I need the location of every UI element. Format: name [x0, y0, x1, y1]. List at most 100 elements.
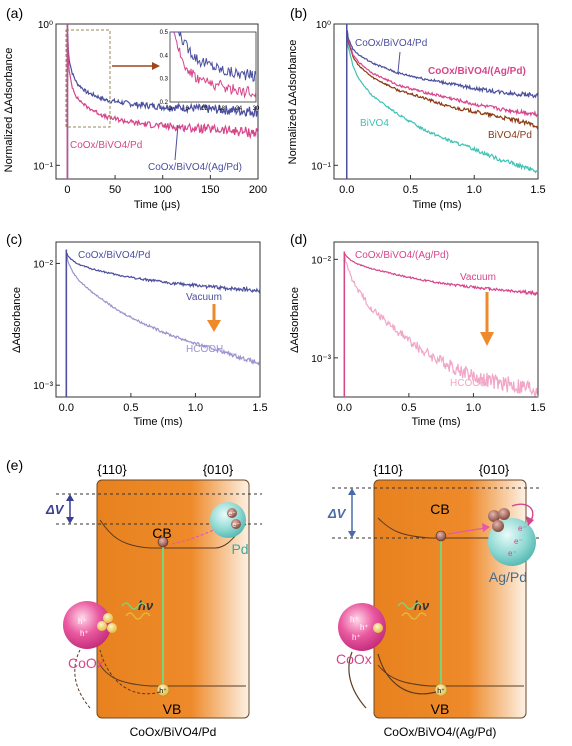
series-line	[66, 255, 261, 366]
left-hole-transfer-path	[74, 649, 91, 709]
panel-d-label: (d)	[290, 231, 307, 247]
x-tick-label: 50	[109, 184, 121, 196]
y-tick-label: 10⁻¹	[311, 161, 331, 172]
panel-b-series-group	[346, 24, 539, 179]
right-cb-label: CB	[430, 501, 449, 517]
x-tick-label: 1.5	[530, 402, 545, 414]
right-agpd-label: Ag/Pd	[489, 569, 527, 585]
x-tick-label: 200	[249, 184, 267, 196]
panel-c: (c) 0.0 0.5 1.0 1.5 10⁻³ 10⁻² ΔAdsorbance Tim…	[6, 231, 268, 428]
inset-x-tick-label: 6	[186, 106, 190, 112]
left-facet-110: {110}	[97, 462, 127, 477]
left-deltav-arrow-down	[66, 517, 74, 524]
right-facet-010: {010}	[479, 462, 510, 477]
panel-a: (a) 0 50 100 150 200 10⁻¹ 10⁰ Normalized ΔAdso…	[3, 5, 267, 211]
panel-b-legend-pd-pointer	[397, 51, 401, 73]
x-tick-label: 150	[201, 184, 219, 196]
right-deltav-label: ΔV	[327, 506, 347, 521]
right-electron-cb	[435, 530, 447, 542]
right-coox-hole-label-3: h⁺	[352, 633, 361, 642]
y-tick-label: 10⁻²	[33, 259, 53, 270]
right-hole-transfer-path-2	[377, 653, 437, 695]
x-tick-label: 1.5	[252, 402, 267, 414]
panel-c-xlabel: Time (ms)	[133, 416, 182, 428]
x-tick-label: 0.5	[123, 402, 138, 414]
panel-d-series-group	[343, 251, 539, 397]
panel-a-xlabel: Time (μs)	[134, 199, 180, 211]
right-agpd-electron-text-3: e⁻	[518, 524, 527, 533]
panel-c-legend-vacuum: Vacuum	[186, 292, 222, 303]
left-bivo4-slab	[96, 479, 250, 719]
panel-c-frame	[55, 241, 261, 398]
panel-b-xlabel: Time (ms)	[412, 199, 461, 211]
left-deltav-arrow-up	[66, 494, 74, 501]
panel-c-ticks: 0.0 0.5 1.0 1.5 10⁻³ 10⁻²	[33, 259, 267, 414]
panel-d-frame	[333, 241, 539, 398]
y-tick-label: 10⁰	[316, 20, 331, 31]
panel-b-label: (b)	[290, 5, 307, 21]
left-photon-wave-1	[121, 602, 147, 610]
panel-d-title: CoOx/BiVO4/(Ag/Pd)	[355, 250, 449, 261]
left-pd-label: Pd	[231, 541, 248, 557]
panel-b-legend-bivo4-pd: BiVO4/Pd	[488, 130, 532, 141]
right-agpd-electron-text-2: e⁻	[508, 549, 517, 558]
panel-b-ticks: 0.0 0.5 1.0 1.5 10⁻¹ 10⁰	[311, 20, 545, 196]
panel-b-frame	[333, 23, 539, 180]
right-hole-vb-text: h⁺	[437, 688, 445, 695]
right-vb-label: VB	[431, 701, 450, 717]
panel-d-legend-hcooh: HCOOH	[450, 378, 487, 389]
x-tick-label: 0.0	[337, 402, 352, 414]
right-coox-hole-1	[373, 623, 383, 633]
panel-c-title: CoOx/BiVO4/Pd	[78, 250, 150, 261]
series-line	[344, 256, 539, 397]
panel-b-ylabel: Normalized ΔAdsorbance	[287, 40, 299, 165]
right-deltav-arrow-up	[348, 488, 356, 495]
panel-a-series-group	[66, 24, 259, 179]
x-tick-label: 100	[154, 184, 172, 196]
right-electron-transfer-head	[482, 523, 490, 532]
panel-a-legend-pointer	[174, 124, 179, 161]
panel-a-ticks: 0 50 100 150 200 10⁻¹ 10⁰	[33, 20, 267, 196]
inset-y-tick-label: 0.3	[160, 77, 169, 83]
right-photon-wave-2	[401, 612, 427, 620]
right-hole-transfer-path	[348, 651, 367, 709]
left-coox-hole-3	[103, 613, 113, 623]
y-tick-label: 10⁻¹	[33, 161, 53, 172]
left-hole-vb	[156, 683, 170, 697]
right-coox-particle	[338, 603, 386, 651]
left-pd-electron-2	[231, 519, 241, 529]
x-tick-label: 0	[64, 184, 70, 196]
panel-d: (d) 0.0 0.5 1.0 1.5 10⁻³ 10⁻² ΔAdsorbance Tim…	[289, 231, 546, 428]
series-line	[67, 39, 259, 140]
y-tick-label: 10⁰	[38, 20, 53, 31]
left-vb-label: VB	[163, 701, 182, 717]
panel-d-legend-vacuum: Vacuum	[460, 272, 496, 283]
inset-series-line	[170, 31, 257, 99]
series-line	[346, 32, 539, 130]
left-photon-wave-2	[125, 612, 151, 620]
panel-a-label: (a)	[6, 5, 23, 21]
panel-b: (b) 0.0 0.5 1.0 1.5 10⁻¹ 10⁰ Normalized ΔAdso…	[287, 5, 546, 211]
left-coox-particle	[63, 601, 111, 649]
y-tick-label: 10⁻²	[311, 255, 331, 266]
left-deltav-label: ΔV	[45, 502, 65, 517]
inset-x-tick-label: 24	[235, 106, 242, 112]
left-pd-particle	[210, 502, 246, 538]
right-electron-transfer	[447, 527, 486, 535]
inset-x-tick-label: 12	[201, 106, 208, 112]
right-hole-vb	[434, 683, 448, 697]
scheme-right: {110} {010} ΔV CB VB h⁺ e⁻ e⁻ e⁻	[327, 462, 540, 739]
y-tick-label: 10⁻³	[311, 354, 331, 365]
series-line	[346, 34, 539, 174]
x-tick-label: 1.0	[188, 402, 203, 414]
right-ag-electron-1	[488, 510, 500, 522]
series-line	[346, 30, 538, 118]
left-coox-label: CoOx	[68, 655, 104, 671]
panel-b-legend-pd: CoOx/BiVO4/Pd	[355, 38, 427, 49]
x-tick-label: 0.5	[403, 184, 418, 196]
panel-a-ylabel: Normalized ΔAdsorbance	[3, 48, 15, 173]
left-hole-vb-text: h⁺	[159, 688, 167, 695]
scheme-left: {110} {010} ΔV CB VB h⁺ e⁻ e⁻ Pd	[45, 462, 262, 739]
left-vb-line	[99, 664, 246, 687]
